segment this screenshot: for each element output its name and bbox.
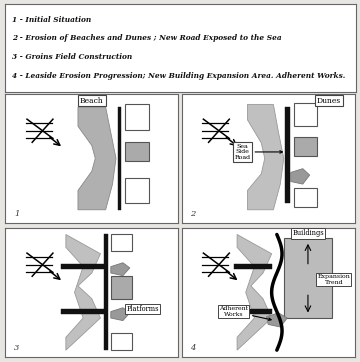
Bar — [104, 235, 108, 350]
Text: 1: 1 — [14, 210, 19, 218]
Text: Buildings: Buildings — [292, 229, 324, 239]
Bar — [234, 309, 272, 314]
Text: Dunes: Dunes — [316, 97, 341, 105]
Text: 1 - Initial Situation: 1 - Initial Situation — [12, 16, 92, 24]
Text: 2: 2 — [190, 210, 196, 218]
Polygon shape — [237, 235, 272, 350]
Bar — [111, 333, 131, 350]
Bar — [61, 264, 104, 269]
Polygon shape — [66, 235, 100, 350]
Bar — [111, 235, 131, 251]
Polygon shape — [266, 313, 287, 327]
Bar — [125, 142, 149, 161]
Text: 3 - Groins Field Construction: 3 - Groins Field Construction — [12, 53, 133, 61]
Text: 4: 4 — [190, 344, 196, 352]
Text: Beach: Beach — [80, 97, 104, 105]
Polygon shape — [247, 104, 284, 210]
Bar — [118, 107, 121, 210]
Bar — [284, 238, 332, 318]
Polygon shape — [111, 308, 130, 321]
Text: Expansion
Trend: Expansion Trend — [318, 274, 350, 285]
Text: Platforms: Platforms — [126, 305, 159, 313]
Text: 3: 3 — [14, 344, 19, 352]
Bar — [294, 188, 316, 207]
Bar — [111, 275, 131, 299]
Bar — [125, 104, 149, 130]
Bar — [294, 103, 316, 126]
Polygon shape — [291, 169, 310, 184]
Polygon shape — [78, 107, 116, 210]
Bar — [294, 136, 316, 156]
Bar — [61, 309, 104, 314]
Bar — [285, 107, 290, 203]
Bar — [234, 264, 272, 269]
Bar — [125, 178, 149, 203]
Polygon shape — [111, 263, 130, 275]
Text: Adherent
Works: Adherent Works — [219, 306, 271, 320]
Text: 2 - Erosion of Beaches and Dunes ; New Road Exposed to the Sea: 2 - Erosion of Beaches and Dunes ; New R… — [12, 34, 282, 42]
Text: 4 - Leaside Erosion Progression; New Building Expansion Area. Adherent Works.: 4 - Leaside Erosion Progression; New Bui… — [12, 72, 346, 80]
Text: Sea
Side
Road: Sea Side Road — [234, 144, 282, 160]
